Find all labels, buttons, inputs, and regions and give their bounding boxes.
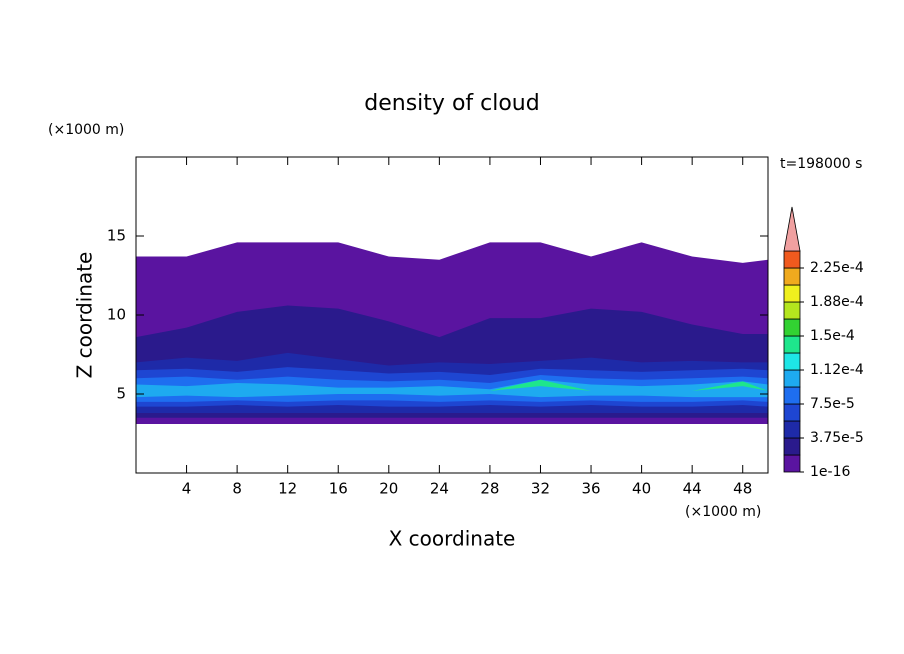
colorbar-box [783, 250, 801, 269]
colorbar-extend [783, 206, 801, 252]
colorbar-box [783, 403, 801, 422]
time-label: t=198000 s [780, 156, 862, 172]
x-tick-label: 12 [278, 480, 297, 498]
y-tick-label: 15 [107, 227, 126, 245]
y-axis-label: Z coordinate [73, 252, 97, 379]
x-tick-label: 20 [379, 480, 398, 498]
x-tick-label: 36 [581, 480, 600, 498]
colorbar-tick-label: 1.12e-4 [810, 362, 864, 378]
x-tick-label: 4 [182, 480, 192, 498]
colorbar-box [783, 386, 801, 405]
colorbar-box [783, 352, 801, 371]
colorbar-tick-label: 7.5e-5 [810, 396, 855, 412]
colorbar-box [783, 284, 801, 303]
colorbar-tick-label: 2.25e-4 [810, 260, 864, 276]
x-tick-label: 32 [531, 480, 550, 498]
colorbar-box [783, 437, 801, 456]
colorbar-box [783, 420, 801, 439]
colorbar-tick-label: 3.75e-5 [810, 430, 864, 446]
x-tick-label: 24 [430, 480, 449, 498]
y-unit: (×1000 m) [48, 122, 124, 138]
contour-band [136, 379, 768, 398]
x-tick-label: 16 [329, 480, 348, 498]
chart-title: density of cloud [364, 91, 539, 116]
x-tick-label: 28 [480, 480, 499, 498]
colorbar-box [783, 318, 801, 337]
colorbar-box [783, 369, 801, 388]
x-tick-label: 44 [683, 480, 702, 498]
colorbar-box [783, 335, 801, 354]
colorbar-box [783, 267, 801, 286]
x-tick-label: 8 [232, 480, 242, 498]
x-unit: (×1000 m) [685, 504, 761, 520]
x-tick-label: 40 [632, 480, 651, 498]
x-axis-label: X coordinate [389, 527, 516, 551]
colorbar-tick-label: 1.5e-4 [810, 328, 855, 344]
colorbar-box [783, 454, 801, 473]
x-tick-label: 48 [733, 480, 752, 498]
y-tick-label: 5 [116, 385, 126, 403]
y-tick-label: 10 [107, 306, 126, 324]
colorbar-tick-label: 1e-16 [810, 464, 850, 480]
colorbar-tick-label: 1.88e-4 [810, 294, 864, 310]
colorbar-box [783, 301, 801, 320]
